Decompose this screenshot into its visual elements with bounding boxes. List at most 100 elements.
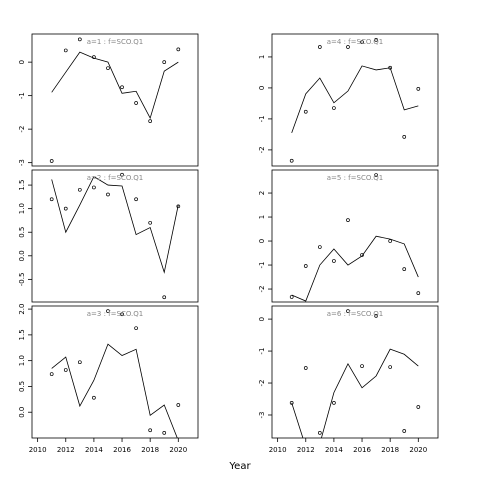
x-tick-label: 2020 xyxy=(169,446,187,454)
data-point xyxy=(402,135,407,139)
x-tick-label: 2018 xyxy=(141,446,159,454)
y-tick-label: 2.0 xyxy=(18,304,26,315)
panel-title: a=2 : f=SCO.Q1 xyxy=(87,174,144,182)
y-tick-label: -2 xyxy=(258,380,266,387)
data-point xyxy=(148,220,153,225)
data-point xyxy=(317,431,322,435)
data-point xyxy=(332,106,336,110)
panel xyxy=(49,172,181,300)
panel-frame xyxy=(271,305,439,439)
data-point xyxy=(374,38,378,42)
y-tick-label: 1 xyxy=(258,215,266,219)
data-point xyxy=(416,291,421,295)
y-tick-label: -3 xyxy=(258,411,266,418)
y-tick-label: 1.5 xyxy=(18,329,26,340)
y-tick-label: -2 xyxy=(258,146,266,153)
data-point xyxy=(77,37,82,42)
data-point xyxy=(134,326,138,331)
data-point xyxy=(317,245,322,249)
x-tick-label: 2012 xyxy=(57,446,75,454)
data-point xyxy=(92,185,96,190)
data-point xyxy=(360,253,364,257)
y-tick-label: 1.5 xyxy=(18,180,26,191)
data-point xyxy=(416,405,421,409)
data-point xyxy=(176,204,181,209)
panel-frame xyxy=(271,169,439,303)
data-point xyxy=(374,314,378,318)
panel-frame xyxy=(31,169,199,303)
data-point xyxy=(374,173,378,177)
y-tick-label: -1 xyxy=(258,348,266,355)
data-point xyxy=(120,85,124,90)
data-point xyxy=(402,267,407,271)
y-tick-label: 1 xyxy=(258,55,266,59)
series-line xyxy=(291,65,419,133)
data-point xyxy=(148,119,153,123)
data-point xyxy=(402,429,407,433)
data-point xyxy=(346,309,350,313)
x-tick-label: 2010 xyxy=(269,446,287,454)
panel-title: a=3 : f=SCO.Q1 xyxy=(87,310,144,318)
data-point xyxy=(346,45,350,49)
y-tick-label: -1 xyxy=(18,92,26,99)
data-point xyxy=(176,47,181,52)
x-tick-label: 2016 xyxy=(353,446,371,454)
y-tick-label: 1.0 xyxy=(18,355,26,366)
x-tick-label: 2016 xyxy=(113,446,131,454)
x-tick-label: 2020 xyxy=(409,446,427,454)
x-tick-label: 2014 xyxy=(325,446,343,454)
data-point xyxy=(49,197,54,202)
y-tick-label: -2 xyxy=(18,126,26,133)
y-tick-label: 0 xyxy=(18,60,26,64)
data-point xyxy=(303,366,308,370)
data-point xyxy=(148,428,153,433)
x-tick-label: 2018 xyxy=(381,446,399,454)
data-point xyxy=(120,312,124,317)
data-point xyxy=(416,86,421,91)
data-point xyxy=(303,264,308,268)
data-point xyxy=(92,55,96,59)
x-axis-label: Year xyxy=(228,461,251,472)
series-line xyxy=(51,343,178,438)
data-point xyxy=(92,395,96,400)
y-tick-label: 0.0 xyxy=(18,250,26,261)
y-tick-label: -0.5 xyxy=(18,273,26,287)
series-line xyxy=(51,176,179,274)
y-tick-label: 0.0 xyxy=(18,407,26,418)
series-line xyxy=(291,348,419,438)
data-point xyxy=(77,187,82,192)
data-point xyxy=(134,101,138,105)
panel-title: a=4 : f=SCO.Q1 xyxy=(327,38,384,46)
data-point xyxy=(289,158,294,163)
panel xyxy=(289,38,421,163)
y-tick-label: 0 xyxy=(258,239,266,243)
x-tick-label: 2012 xyxy=(297,446,315,454)
data-point xyxy=(106,192,110,197)
data-point xyxy=(346,218,350,223)
data-point xyxy=(360,40,364,44)
series-line xyxy=(51,51,179,120)
data-point xyxy=(106,309,110,314)
panel xyxy=(49,37,181,163)
y-tick-label: 2 xyxy=(258,191,266,195)
y-tick-label: -3 xyxy=(18,159,26,166)
data-point xyxy=(289,400,294,405)
y-tick-label: 0.5 xyxy=(18,227,26,238)
data-point xyxy=(162,295,167,300)
data-point xyxy=(63,206,68,211)
data-point xyxy=(49,159,54,163)
panel-title: a=1 : f=SCO.Q1 xyxy=(87,38,144,46)
data-point xyxy=(134,197,138,202)
panel xyxy=(289,309,421,438)
data-point xyxy=(77,360,82,365)
data-point xyxy=(63,368,68,372)
y-tick-label: -1 xyxy=(258,115,266,122)
y-tick-label: -2 xyxy=(258,286,266,293)
panel xyxy=(49,309,181,438)
x-tick-label: 2010 xyxy=(29,446,47,454)
panel-title: a=5 : f=SCO.Q1 xyxy=(327,174,384,182)
data-point xyxy=(289,295,294,299)
panel-frame xyxy=(31,33,199,167)
